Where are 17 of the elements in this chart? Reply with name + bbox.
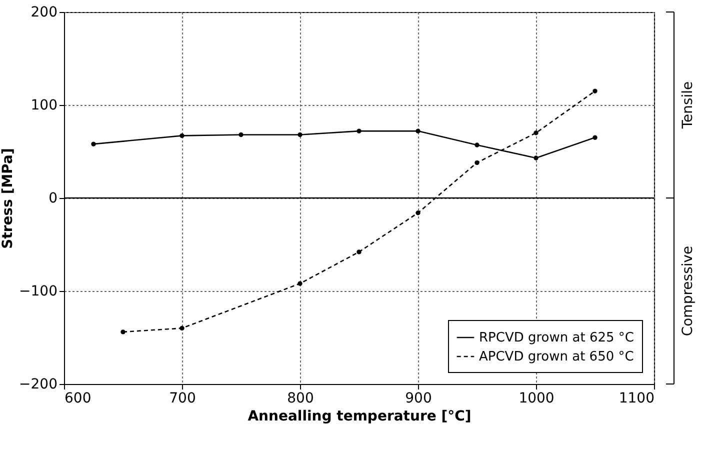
x-tick-label: 900 <box>405 390 432 406</box>
y-tick-label: 200 <box>30 4 58 20</box>
x-tick-label: 800 <box>287 390 314 406</box>
x-tick-label: 1100 <box>618 390 654 406</box>
y-tick-label: −100 <box>19 284 58 300</box>
y-axis-title: Stress [MPa] <box>0 148 16 249</box>
legend-label: RPCVD grown at 625 °C <box>479 330 634 346</box>
y-tick-label: 100 <box>30 98 58 114</box>
x-tick-label: 700 <box>169 390 196 406</box>
text: Tensile <box>680 81 696 130</box>
x-tick-label: 1000 <box>518 390 554 406</box>
text: Compressive <box>680 246 696 336</box>
y-tick-label: −200 <box>19 376 58 392</box>
x-tick-label: 600 <box>64 390 92 406</box>
y-tick-label: 0 <box>48 190 58 206</box>
x-axis-title: Annealling temperature [°C] <box>248 408 472 424</box>
legend-label: APCVD grown at 650 °C <box>479 350 634 364</box>
